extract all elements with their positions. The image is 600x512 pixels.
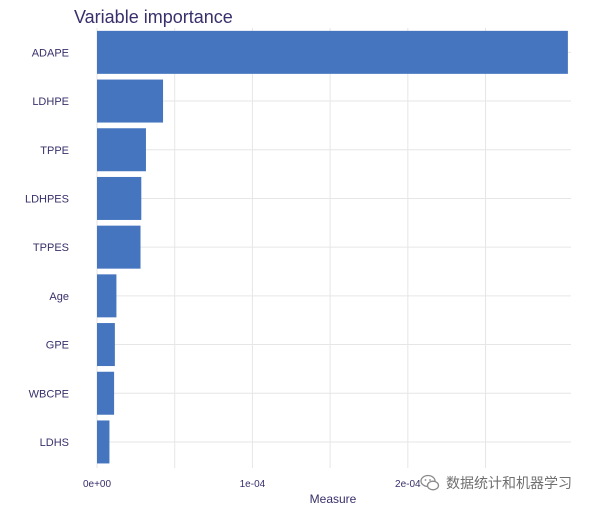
x-axis-ticks: 0e+00 1e-04 2e-04 (83, 479, 421, 490)
watermark: 数据统计和机器学习 (420, 473, 572, 493)
category-label-ldhs: LDHS (40, 437, 69, 449)
category-label-wbcpe: WBCPE (29, 388, 69, 400)
chart-title: Variable importance (74, 7, 233, 27)
x-tick-label: 2e-04 (395, 479, 421, 490)
category-labels: ADAPE LDHPE TPPE LDHPES TPPES Age GPE WBCPE LDHS (25, 47, 69, 449)
bars (97, 30, 568, 464)
bar-ldhpe (97, 79, 164, 123)
category-label-age: Age (49, 291, 69, 303)
bar-adape (97, 30, 568, 74)
bar-ldhpes (97, 176, 142, 220)
category-label-gpe: GPE (46, 340, 69, 352)
gridlines (96, 28, 571, 468)
bar-tppes (97, 225, 141, 269)
x-tick-label: 0e+00 (83, 479, 112, 490)
bar-gpe (97, 323, 115, 367)
watermark-text: 数据统计和机器学习 (446, 476, 572, 492)
category-label-tppes: TPPES (33, 242, 69, 254)
x-axis-title: Measure (310, 492, 357, 506)
category-label-adape: ADAPE (32, 47, 69, 59)
x-tick-label: 1e-04 (240, 479, 266, 490)
category-label-ldhpes: LDHPES (25, 193, 69, 205)
category-label-ldhpe: LDHPE (32, 96, 69, 108)
category-label-tppe: TPPE (40, 145, 69, 157)
wechat-icon (420, 474, 440, 491)
bar-tppe (97, 128, 146, 172)
bar-wbcpe (97, 371, 115, 415)
bar-age (97, 274, 117, 318)
bar-ldhs (97, 420, 110, 464)
